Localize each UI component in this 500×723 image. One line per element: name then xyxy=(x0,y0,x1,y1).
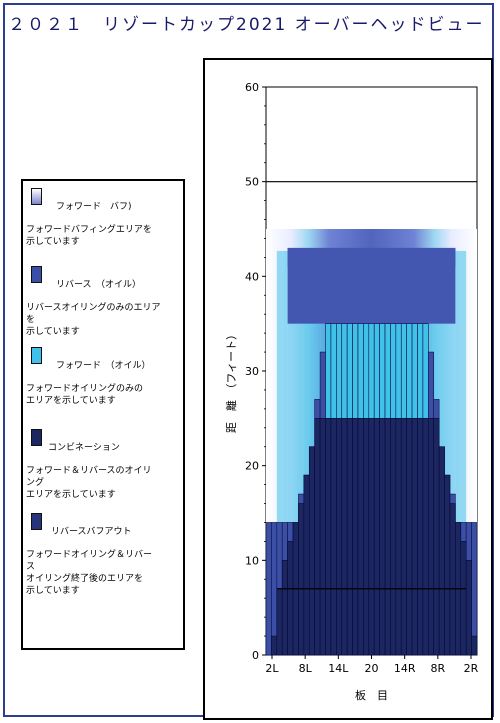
forward-oil-column-8 xyxy=(303,250,310,655)
x-axis-label: 板 目 xyxy=(355,688,388,702)
combination-bar-18 xyxy=(357,418,364,656)
x-tick-label-1: 2L xyxy=(265,662,279,675)
y-axis-label: 距 離 （フィート） xyxy=(224,329,238,433)
legend-swatch-5 xyxy=(31,513,42,530)
combination-bar-7 xyxy=(298,503,305,656)
legend-desc-5: フォワードオイリング＆リバー ス オイリング終了後のエリアを 示しています xyxy=(26,550,153,596)
forward-oil-column-3 xyxy=(276,250,283,655)
combination-bar-3 xyxy=(276,588,283,656)
chart-panel: 0 10 20 30 40 50 60 2L 8L 14L 20 14R 8R 2R 板 目 距 離 （フィー… xyxy=(203,58,493,720)
combination-bar-4 xyxy=(281,560,288,656)
combination-bar-21 xyxy=(373,418,380,656)
combination-bar-34 xyxy=(444,474,451,656)
x-tick-label-4: 20 xyxy=(365,662,379,675)
combination-bar-30 xyxy=(422,418,429,656)
forward-oil-column-37 xyxy=(460,250,467,655)
x-tick-label-7: 2R xyxy=(464,662,479,675)
oil-core xyxy=(287,247,456,324)
legend-name-4: コンビネーション xyxy=(48,443,120,453)
y-tick-label-20: 20 xyxy=(245,460,259,473)
combination-bar-22 xyxy=(379,418,386,656)
combination-bar-31 xyxy=(428,418,435,656)
x-tick-label-5: 14R xyxy=(394,662,416,675)
legend-name-1: フォワード バフ) xyxy=(56,202,132,212)
y-tick-label-30: 30 xyxy=(245,365,259,378)
legend-desc-1: フォワードバフィングエリアを 示しています xyxy=(26,225,152,247)
combination-bar-37 xyxy=(460,541,467,656)
legend-desc-4: フォワード＆リバースのオイリ ング エリアを示しています xyxy=(26,466,152,500)
y-tick-label-60: 60 xyxy=(245,81,259,94)
x-tick-label-2: 8L xyxy=(299,662,313,675)
combination-bar-28 xyxy=(411,418,418,656)
forward-oil-column-34 xyxy=(444,250,450,655)
legend-swatch-3 xyxy=(31,347,42,364)
combination-bar-8 xyxy=(303,474,310,656)
combination-bar-19 xyxy=(363,418,370,656)
forward-oil-column-5 xyxy=(287,250,294,655)
x-tick-label-6: 8R xyxy=(431,662,446,675)
legend-name-5: リバースバフアウト xyxy=(51,527,132,537)
combination-bar-38 xyxy=(465,560,472,656)
legend: フォワード バフ) フォワードバフィングエリアを 示していますリバース （オイル）… xyxy=(21,179,185,650)
combination-bar-27 xyxy=(406,418,413,656)
y-tick-label-50: 50 xyxy=(245,176,259,189)
combination-bar-16 xyxy=(346,418,353,656)
combination-bar-35 xyxy=(449,503,456,656)
legend-desc-2: リバースオイリングのみのエリア を 示しています xyxy=(26,303,161,337)
forward-oil-column-7 xyxy=(298,250,304,655)
combination-bar-26 xyxy=(400,418,407,656)
legend-swatch-2 xyxy=(31,266,42,283)
y-tick-label-0: 0 xyxy=(252,649,259,662)
combination-bar-2 xyxy=(271,635,278,656)
y-tick-label-10: 10 xyxy=(245,554,259,567)
combination-bar-29 xyxy=(417,418,424,656)
combination-bar-23 xyxy=(384,418,391,656)
legend-swatch-4 xyxy=(31,429,42,446)
combination-bar-5 xyxy=(287,541,294,656)
forward-oil-column-6 xyxy=(293,250,299,655)
combination-bar-14 xyxy=(336,418,343,656)
combination-bar-25 xyxy=(395,418,402,656)
reverse-oil-bar-39 xyxy=(471,522,478,656)
legend-swatch-1 xyxy=(31,188,42,205)
x-tick-label-3: 14L xyxy=(328,662,349,675)
combination-bar-24 xyxy=(390,418,397,656)
forward-oil-column-35 xyxy=(449,250,456,655)
legend-name-3: フォワード （オイル） xyxy=(56,361,151,371)
combination-bar-13 xyxy=(330,418,337,656)
y-tick-label-40: 40 xyxy=(245,270,259,283)
combination-bar-17 xyxy=(352,418,359,656)
oil-pattern-chart: 0 10 20 30 40 50 60 2L 8L 14L 20 14R 8R 2R 板 目 距 離 （フィー… xyxy=(224,81,479,702)
legend-desc-3: フォワードオイリングのみの エリアを示しています xyxy=(26,384,144,406)
combination-bar-20 xyxy=(368,418,375,656)
combination-bar-32 xyxy=(433,418,440,656)
combination-bar-9 xyxy=(308,446,315,656)
combination-bar-12 xyxy=(325,418,332,656)
legend-name-2: リバース （オイル） xyxy=(56,280,142,290)
combination-bar-33 xyxy=(438,446,445,656)
reverse-oil-bar-1 xyxy=(265,522,272,656)
reverse-oil-bar-2 xyxy=(271,522,278,656)
combination-bar-11 xyxy=(319,418,326,656)
combination-bar-39 xyxy=(471,635,478,656)
forward-oil-column-4 xyxy=(282,250,288,655)
combination-bar-15 xyxy=(341,418,348,656)
forward-oil-column-36 xyxy=(455,250,461,655)
page-title: ２０２１ リゾートカップ2021 オーバーヘッドビュー xyxy=(8,15,485,35)
combination-bar-10 xyxy=(314,418,321,656)
